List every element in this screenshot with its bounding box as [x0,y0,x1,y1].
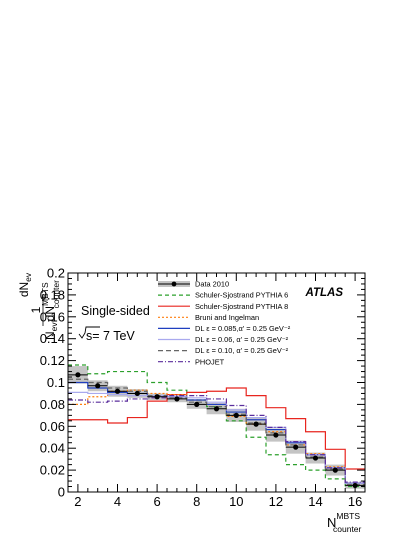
series-line-6 [68,378,365,485]
y-axis-label-one: 1 [29,306,43,313]
data-point-4 [114,388,121,394]
y-axis-label-numerator: dNev [17,272,33,297]
legend-label-6: DL ε = 0.10, α' = 0.25 GeV⁻² [195,346,289,355]
y-axis-title: 1 NevdNMBTScounter dNev [17,272,61,340]
data-point-13 [293,444,299,450]
x-tick-label: 6 [153,494,160,509]
selection-label: Single-sided [81,304,150,318]
data-point-6 [154,394,160,400]
x-tick-label: 12 [269,494,283,509]
y-axis-label-denominator: NevdNMBTScounter [40,280,61,340]
data-point-14 [312,455,319,461]
legend-label-7: PHOJET [195,357,225,366]
y-tick-label: 0 [58,485,65,500]
data-point-10 [233,412,239,418]
x-tick-label: 4 [114,494,121,509]
data-point-3 [95,383,101,389]
data-point-15 [332,467,338,473]
x-tick-label: 2 [74,494,81,509]
legend-label-4: DL ε = 0.085,α' = 0.25 GeV⁻² [195,324,291,333]
atlas-label: ATLAS [305,287,344,299]
sqrt-sign [78,326,100,339]
legend-label-5: DL ε = 0.06, α' = 0.25 GeV⁻² [195,335,289,344]
legend: Data 2010 Schuler-Sjostrand PYTHIA 6 Schul… [158,280,291,366]
data-point-12 [273,432,279,438]
data-point-9 [213,406,220,412]
x-axis-label: NMBTS counter [327,511,362,534]
x-tick-label: 14 [308,494,322,509]
plot-area: 0 0.02 0.04 0.06 0.08 0.1 0.12 0.14 0.16 0.18 0.2 2… [40,266,366,509]
x-axis-title: NMBTS counter [327,511,362,534]
data-point-5 [134,390,140,397]
legend-data-marker [171,281,177,287]
data-point-11 [253,421,259,427]
y-tick-label: 0.06 [40,419,65,434]
series-line-1 [68,364,365,488]
legend-label-1: Schuler-Sjostrand PYTHIA 6 [195,291,288,300]
legend-label-2: Schuler-Sjostrand PYTHIA 8 [195,302,288,311]
x-tick-label: 16 [348,494,362,509]
legend-label-data: Data 2010 [195,280,229,289]
y-tick-label: 0.02 [40,463,65,478]
y-tick-label: 0.04 [40,441,65,456]
x-tick-label: 8 [193,494,200,509]
energy-label: s= 7 TeV [86,329,135,343]
series-line-4 [68,381,365,484]
y-tick-label: 0.2 [47,266,65,281]
y-tick-label: 0.08 [40,397,65,412]
x-tick-label: 10 [229,494,243,509]
y-tick-label: 0.1 [47,375,65,390]
series-line-7 [68,395,365,483]
legend-label-3: Bruni and Ingelman [195,313,259,322]
y-tick-label: 0.14 [40,331,65,346]
data-point-8 [194,401,200,407]
y-tick-label: 0.16 [40,309,65,324]
data-point-7 [174,396,180,402]
data-point-2 [75,372,81,378]
y-tick-label: 0.18 [40,287,65,302]
series-line-2 [68,387,365,470]
y-tick-label: 0.12 [40,353,65,368]
